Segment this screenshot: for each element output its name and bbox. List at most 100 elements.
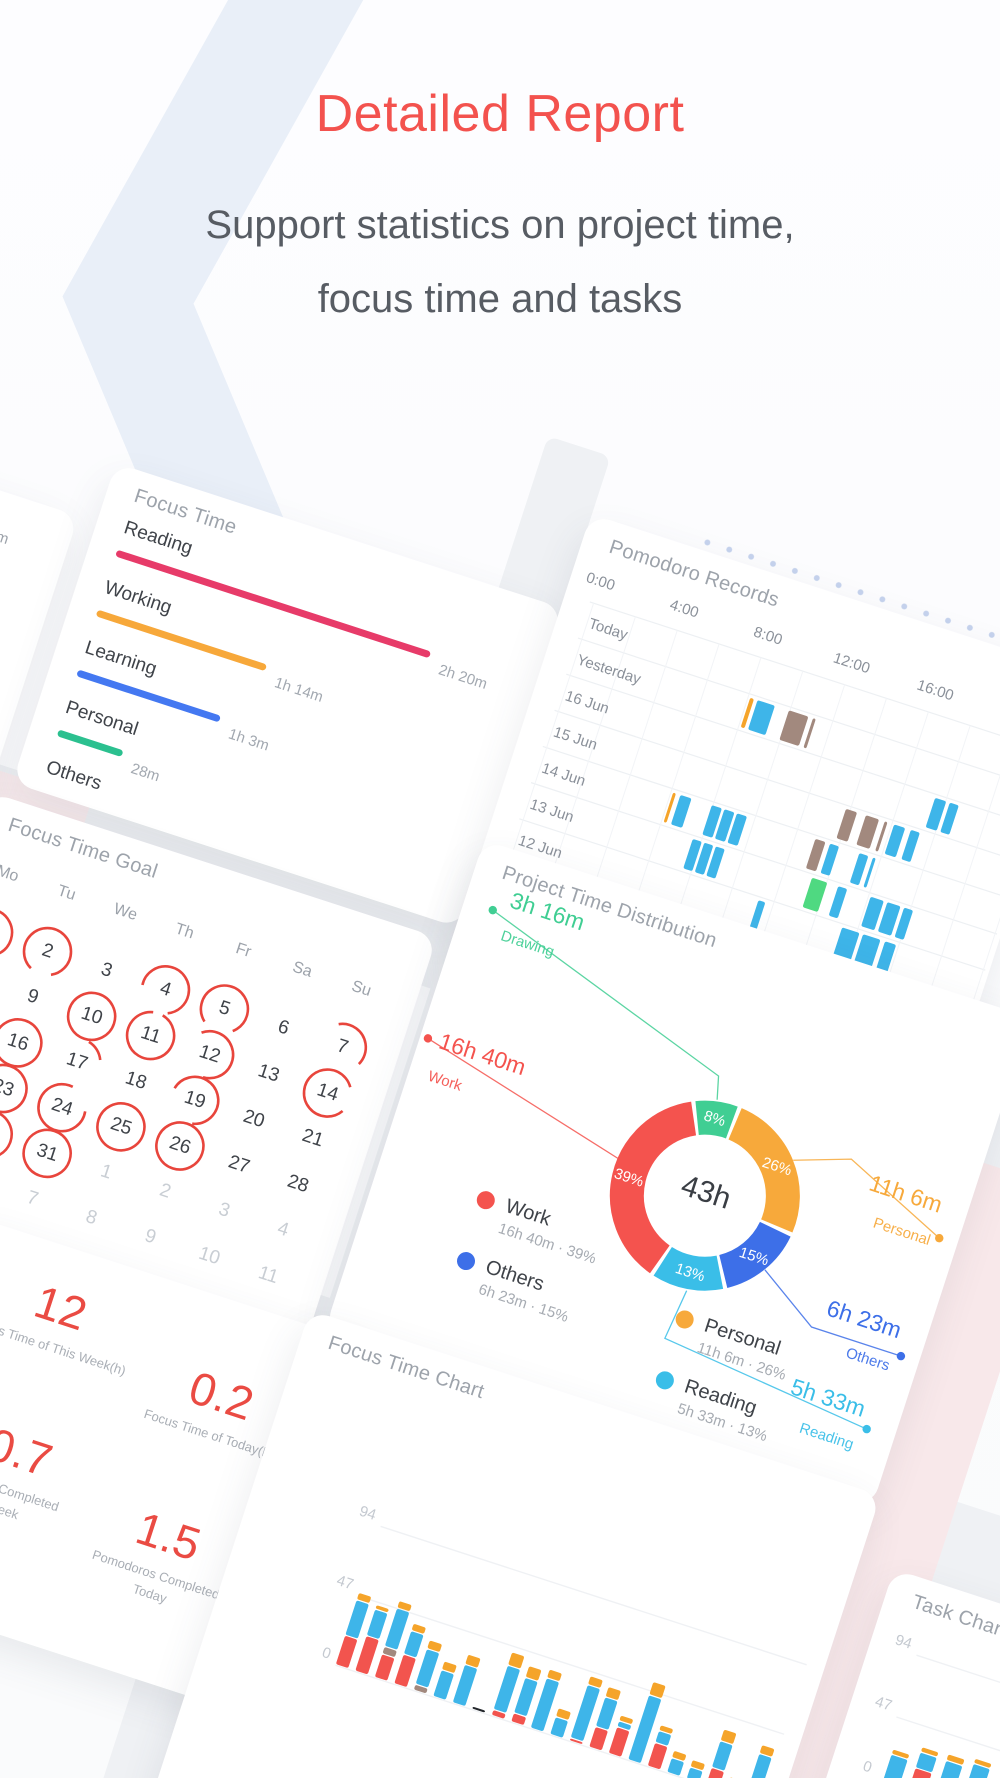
- bar-segment: [355, 1636, 379, 1674]
- time-axis-label: 8:00: [751, 624, 784, 649]
- pomodoro-block: [683, 839, 702, 871]
- grid-line: [916, 1654, 1000, 1766]
- calendar-day: 2: [12, 916, 83, 987]
- calendar-day: 24: [27, 1072, 98, 1143]
- bar-segment: [571, 1685, 600, 1741]
- goal-ring: [184, 1029, 235, 1080]
- bar-segment: [588, 1676, 603, 1688]
- grid-row-line: [577, 637, 1000, 791]
- goal-ring-arc: [169, 1075, 220, 1126]
- goal-ring: [0, 1109, 13, 1159]
- calendar-day: 5: [189, 974, 260, 1045]
- callout-time-label: 3h 16m: [507, 887, 588, 935]
- bar-segment: [617, 1721, 631, 1730]
- goal-ring-arc: [199, 984, 250, 1034]
- goal-ring: [317, 1022, 368, 1073]
- goal-calendar: MoTuWeThFrSaSu12345678910111213141516171…: [0, 792, 437, 1394]
- callout-line-reading: [664, 1290, 867, 1430]
- focus-time-stacked-chart: 94 47 0: [320, 1503, 807, 1778]
- pomodoro-block: [779, 710, 808, 746]
- weekday-label: We: [111, 900, 140, 924]
- page-subtitle: Support statistics on project time, focu…: [0, 188, 1000, 336]
- callout-name-label: Personal: [871, 1215, 933, 1249]
- pomodoro-block: [940, 803, 959, 835]
- goal-ring-arc: [0, 1063, 28, 1114]
- pomodoro-block: [802, 878, 827, 912]
- bar-segment: [916, 1753, 937, 1772]
- bar-segment: [883, 1755, 908, 1778]
- grid-row-line: [519, 818, 986, 971]
- goal-ring-arc: [317, 1022, 368, 1073]
- bar-segment: [453, 1665, 477, 1706]
- date-row-label: Today: [587, 615, 631, 644]
- bar-segment: [691, 1760, 705, 1770]
- callout-dot: [896, 1351, 906, 1361]
- bar-segment: [706, 1768, 724, 1778]
- weekday-label: Su: [349, 977, 374, 1000]
- weekday-label: Sa: [290, 958, 315, 981]
- callout-dot: [488, 905, 497, 915]
- grid-row-line: [589, 601, 1000, 754]
- bar-segment: [609, 1727, 629, 1757]
- goal-ring-arc: [66, 991, 117, 1042]
- bar-segment: [385, 1609, 409, 1650]
- time-axis-label: 12:00: [831, 649, 872, 677]
- bar-segment: [494, 1666, 520, 1713]
- donut-segment-reading: [653, 1246, 724, 1291]
- grid-line: [335, 1664, 762, 1778]
- callout-dot: [423, 1034, 433, 1043]
- y-axis-tick: 94: [893, 1631, 914, 1652]
- bar-segment: [442, 1661, 457, 1673]
- time-axis-label: 4:00: [668, 596, 701, 621]
- callout-line-others: [764, 1269, 902, 1357]
- calendar-day: 10: [56, 981, 127, 1052]
- y-axis-tick: 47: [335, 1572, 356, 1593]
- calendar-day: 7: [307, 1012, 378, 1083]
- legend-dot: [474, 1188, 498, 1212]
- pomodoro-block: [715, 809, 734, 842]
- weekday-label: Tu: [55, 882, 78, 904]
- pomodoro-block: [748, 700, 775, 735]
- project-time-distribution-card: Project Time Distribution 8% 26% 15% 13% 39%…: [324, 840, 1000, 1508]
- bar-segment: [687, 1768, 703, 1778]
- time-axis-label: 16:00: [915, 677, 956, 705]
- goal-ring-arc: [0, 907, 14, 958]
- bar-segment: [606, 1687, 621, 1700]
- goal-ring: [0, 907, 14, 958]
- donut-percent-label: 8%: [702, 1107, 728, 1130]
- callout-time-label: 11h 6m: [866, 1170, 945, 1218]
- goal-ring: [52, 1037, 102, 1087]
- callout-name-label: Drawing: [499, 927, 557, 960]
- weekday-label: Th: [172, 920, 196, 943]
- pomodoro-block: [664, 792, 676, 823]
- bar-segment: [619, 1716, 633, 1724]
- goal-ring: [22, 1128, 72, 1179]
- bar-segment: [909, 1768, 932, 1778]
- date-row-label: Yesterday: [575, 651, 644, 688]
- calendar-day: 19: [159, 1065, 230, 1136]
- pomodoro-block: [861, 897, 884, 930]
- bar-segment: [648, 1743, 667, 1769]
- goal-ring: [96, 1102, 146, 1152]
- calendar-day: 26: [145, 1111, 216, 1182]
- page-title: Detailed Report: [315, 85, 685, 143]
- goal-ring-arc: [0, 1109, 13, 1159]
- bar-segment: [531, 1678, 559, 1731]
- bar-segment: [921, 1747, 938, 1757]
- pomodoro-block: [829, 886, 847, 919]
- pomodoro-block: [854, 934, 880, 969]
- donut-segment-work: [609, 1101, 697, 1274]
- task-stacked-chart: 94 47 0: [861, 1631, 1000, 1778]
- date-row-label: 14 Jun: [540, 760, 588, 790]
- pomodoro-block: [833, 927, 860, 962]
- goal-ring: [199, 984, 250, 1034]
- goal-ring: [0, 1063, 28, 1114]
- bar-segment: [514, 1678, 538, 1716]
- pomodoro-block: [878, 902, 901, 936]
- goal-ring: [22, 926, 73, 977]
- pomodoro-block: [875, 821, 888, 852]
- pomodoro-block: [671, 795, 692, 828]
- calendar-day: 14: [292, 1058, 363, 1129]
- y-axis-tick: 0: [861, 1758, 874, 1777]
